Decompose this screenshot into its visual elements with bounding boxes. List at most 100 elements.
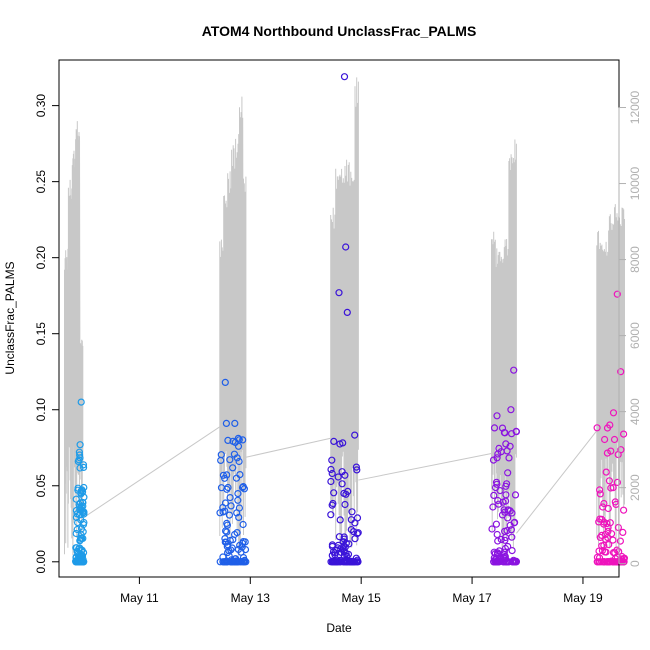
data-point xyxy=(507,406,515,414)
data-point xyxy=(343,308,351,316)
data-point xyxy=(492,478,501,486)
altitude-trace-segment xyxy=(596,204,625,552)
data-point xyxy=(79,534,87,543)
data-point xyxy=(593,424,601,432)
data-point xyxy=(595,518,603,526)
data-point xyxy=(607,447,615,455)
data-point xyxy=(226,456,234,464)
points-layer xyxy=(72,73,629,566)
data-point xyxy=(600,435,609,444)
data-point xyxy=(351,431,359,439)
altitude-trace xyxy=(64,77,625,557)
data-point xyxy=(493,530,501,539)
data-point xyxy=(221,474,229,482)
data-point xyxy=(231,558,239,566)
data-point xyxy=(73,525,81,534)
data-point xyxy=(614,523,623,532)
altitude-connector xyxy=(358,452,492,481)
data-point xyxy=(342,539,350,547)
y-tick-label: 0.30 xyxy=(34,94,48,118)
altitude-trace-segment xyxy=(491,139,517,556)
data-point xyxy=(339,439,347,447)
data-point xyxy=(75,451,84,459)
data-point xyxy=(603,558,612,566)
data-point xyxy=(508,558,517,566)
data-point xyxy=(489,503,497,511)
y2-tick-label: 10000 xyxy=(628,167,642,201)
y-tick-label: 0.05 xyxy=(34,474,48,498)
data-point xyxy=(235,513,243,522)
x-tick-label: May 17 xyxy=(452,591,492,605)
data-point xyxy=(609,484,617,492)
data-point xyxy=(343,558,351,566)
data-point xyxy=(505,454,513,462)
data-point xyxy=(501,536,509,544)
data-point xyxy=(239,436,247,444)
y-axis-label: UnclassFrac_PALMS xyxy=(3,261,17,374)
data-point xyxy=(502,497,510,505)
data-point xyxy=(350,558,359,566)
data-point xyxy=(599,558,608,566)
data-point xyxy=(351,535,359,543)
altitude-connector xyxy=(516,430,598,534)
data-point xyxy=(501,533,510,542)
data-point xyxy=(221,538,229,546)
data-point xyxy=(340,73,349,81)
data-point xyxy=(221,558,229,566)
data-point xyxy=(490,491,498,499)
data-point xyxy=(344,487,352,495)
chart-title: ATOM4 Northbound UnclassFrac_PALMS xyxy=(202,23,477,39)
data-point xyxy=(221,499,230,507)
data-point xyxy=(619,528,627,537)
data-point xyxy=(73,510,81,518)
data-point xyxy=(619,558,627,566)
x-tick-label: May 15 xyxy=(341,591,381,605)
altitude-trace-segment xyxy=(64,121,84,556)
data-point xyxy=(489,456,498,464)
data-point xyxy=(504,542,512,551)
x-tick-label: May 19 xyxy=(563,591,603,605)
data-point xyxy=(488,525,496,533)
data-point xyxy=(78,558,86,566)
x-tick-label: May 11 xyxy=(120,591,159,605)
data-point xyxy=(235,504,243,512)
data-point xyxy=(340,535,348,543)
data-point xyxy=(348,508,356,516)
data-point xyxy=(508,546,516,555)
data-point xyxy=(601,535,609,543)
data-point xyxy=(330,437,338,445)
y-tick-label: 0.20 xyxy=(34,246,48,270)
data-point xyxy=(219,558,227,566)
data-point xyxy=(490,424,499,432)
y2-tick-label: 6000 xyxy=(628,322,642,349)
y2-tick-label: 4000 xyxy=(628,398,642,425)
data-point xyxy=(599,503,607,511)
data-point xyxy=(347,516,355,524)
y2-tick-label: 0 xyxy=(628,560,642,567)
data-point xyxy=(619,430,628,438)
data-point xyxy=(239,520,247,529)
data-point xyxy=(78,488,87,496)
data-point xyxy=(600,499,608,508)
data-point xyxy=(617,446,625,454)
data-point xyxy=(234,545,242,554)
y-tick-label: 0.10 xyxy=(34,398,48,422)
data-point xyxy=(508,509,516,517)
data-point xyxy=(504,469,512,477)
y-tick-label: 0.00 xyxy=(34,550,48,574)
data-point xyxy=(221,507,229,515)
data-point xyxy=(217,484,226,492)
data-point xyxy=(347,525,355,534)
data-point xyxy=(494,537,502,545)
data-point xyxy=(225,511,233,519)
data-point xyxy=(338,468,346,476)
data-point xyxy=(77,487,85,495)
data-point xyxy=(336,516,344,524)
data-point xyxy=(605,477,614,485)
altitude-trace-segment xyxy=(330,77,359,557)
data-point xyxy=(497,535,505,544)
data-point xyxy=(352,463,360,471)
data-point xyxy=(498,424,507,432)
data-point xyxy=(239,558,247,566)
